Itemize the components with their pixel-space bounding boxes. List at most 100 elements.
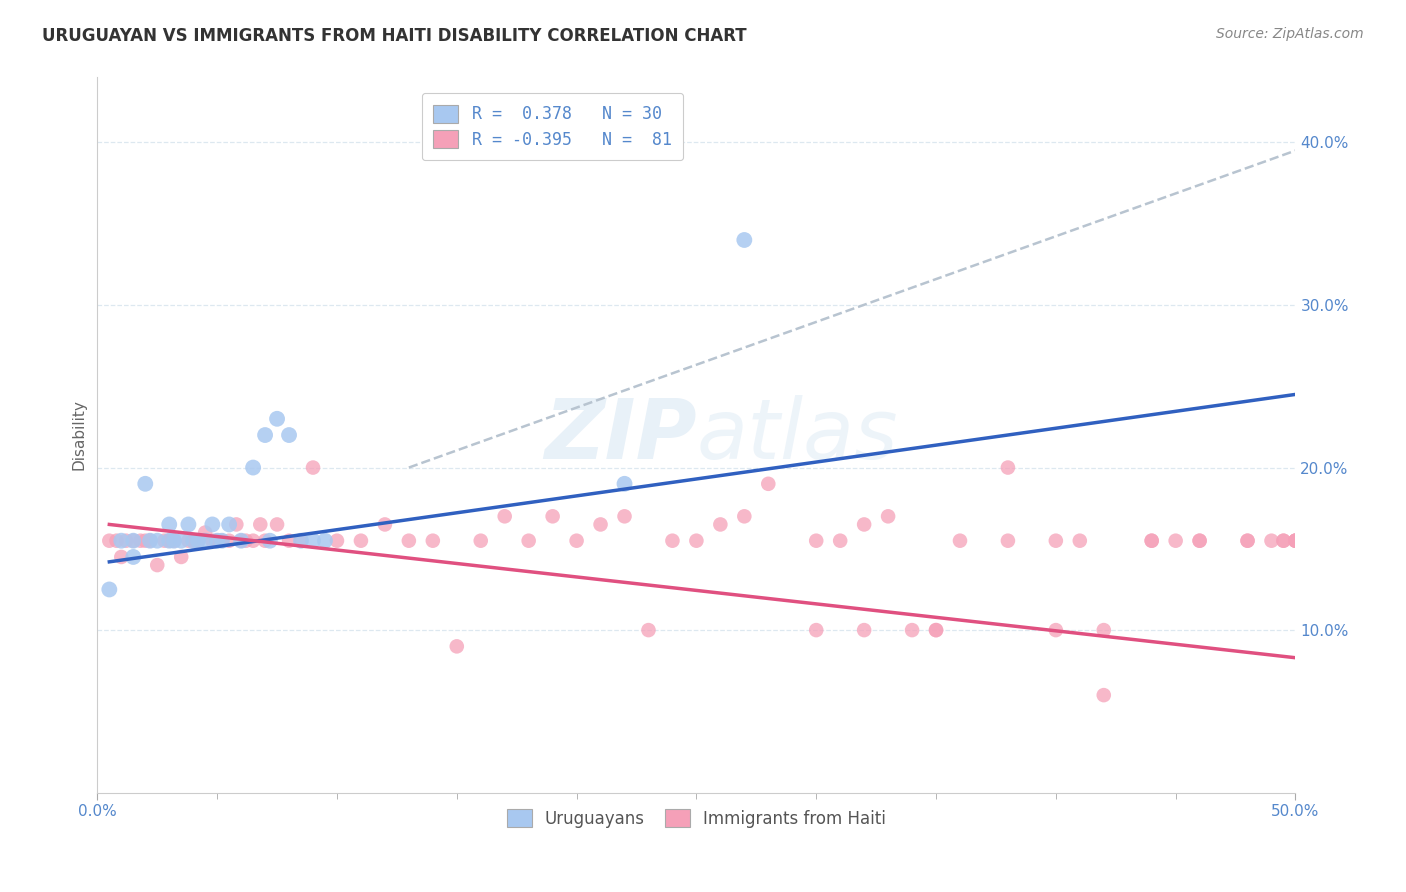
Point	[201, 533, 224, 548]
Text: ZIP: ZIP	[544, 394, 696, 475]
Point	[110, 549, 132, 564]
Point	[446, 640, 468, 654]
Point	[517, 533, 540, 548]
Point	[314, 533, 336, 548]
Point	[1284, 533, 1306, 548]
Point	[146, 533, 169, 548]
Point	[218, 533, 240, 548]
Point	[225, 517, 247, 532]
Point	[661, 533, 683, 548]
Point	[1140, 533, 1163, 548]
Point	[853, 517, 876, 532]
Point	[235, 533, 257, 548]
Point	[589, 517, 612, 532]
Point	[302, 460, 325, 475]
Point	[181, 533, 204, 548]
Point	[98, 533, 121, 548]
Point	[806, 623, 828, 637]
Point	[153, 533, 176, 548]
Point	[1260, 533, 1282, 548]
Point	[177, 517, 200, 532]
Point	[229, 533, 252, 548]
Point	[242, 460, 264, 475]
Point	[877, 509, 900, 524]
Point	[157, 517, 180, 532]
Point	[637, 623, 659, 637]
Point	[565, 533, 588, 548]
Point	[1140, 533, 1163, 548]
Point	[254, 428, 277, 442]
Point	[139, 533, 162, 548]
Point	[278, 428, 301, 442]
Point	[1236, 533, 1258, 548]
Point	[163, 533, 186, 548]
Point	[266, 517, 288, 532]
Point	[194, 525, 217, 540]
Point	[205, 533, 228, 548]
Point	[249, 517, 271, 532]
Point	[901, 623, 924, 637]
Point	[105, 533, 128, 548]
Point	[134, 476, 156, 491]
Point	[302, 533, 325, 548]
Point	[290, 533, 312, 548]
Point	[1188, 533, 1211, 548]
Point	[1272, 533, 1295, 548]
Point	[1284, 533, 1306, 548]
Point	[1236, 533, 1258, 548]
Point	[613, 476, 636, 491]
Point	[422, 533, 444, 548]
Point	[756, 476, 779, 491]
Point	[163, 533, 186, 548]
Point	[1045, 623, 1067, 637]
Point	[157, 533, 180, 548]
Point	[1284, 533, 1306, 548]
Point	[181, 533, 204, 548]
Text: URUGUAYAN VS IMMIGRANTS FROM HAITI DISABILITY CORRELATION CHART: URUGUAYAN VS IMMIGRANTS FROM HAITI DISAB…	[42, 27, 747, 45]
Point	[949, 533, 972, 548]
Point	[187, 533, 209, 548]
Point	[830, 533, 852, 548]
Legend: Uruguayans, Immigrants from Haiti: Uruguayans, Immigrants from Haiti	[501, 803, 893, 834]
Point	[997, 533, 1019, 548]
Point	[242, 533, 264, 548]
Point	[254, 533, 277, 548]
Point	[733, 509, 755, 524]
Point	[211, 533, 233, 548]
Point	[685, 533, 707, 548]
Point	[122, 533, 145, 548]
Point	[205, 533, 228, 548]
Y-axis label: Disability: Disability	[72, 400, 86, 470]
Point	[350, 533, 373, 548]
Point	[129, 533, 152, 548]
Point	[1045, 533, 1067, 548]
Point	[211, 533, 233, 548]
Point	[122, 549, 145, 564]
Point	[806, 533, 828, 548]
Point	[115, 533, 138, 548]
Point	[218, 517, 240, 532]
Point	[146, 558, 169, 573]
Point	[266, 411, 288, 425]
Point	[1092, 623, 1115, 637]
Point	[326, 533, 349, 548]
Point	[201, 517, 224, 532]
Point	[494, 509, 516, 524]
Point	[139, 533, 162, 548]
Point	[1069, 533, 1091, 548]
Point	[170, 533, 193, 548]
Point	[134, 533, 156, 548]
Point	[177, 533, 200, 548]
Point	[1284, 533, 1306, 548]
Text: Source: ZipAtlas.com: Source: ZipAtlas.com	[1216, 27, 1364, 41]
Point	[187, 533, 209, 548]
Point	[925, 623, 948, 637]
Text: atlas: atlas	[696, 394, 898, 475]
Point	[997, 460, 1019, 475]
Point	[98, 582, 121, 597]
Point	[398, 533, 420, 548]
Point	[613, 509, 636, 524]
Point	[122, 533, 145, 548]
Point	[925, 623, 948, 637]
Point	[1164, 533, 1187, 548]
